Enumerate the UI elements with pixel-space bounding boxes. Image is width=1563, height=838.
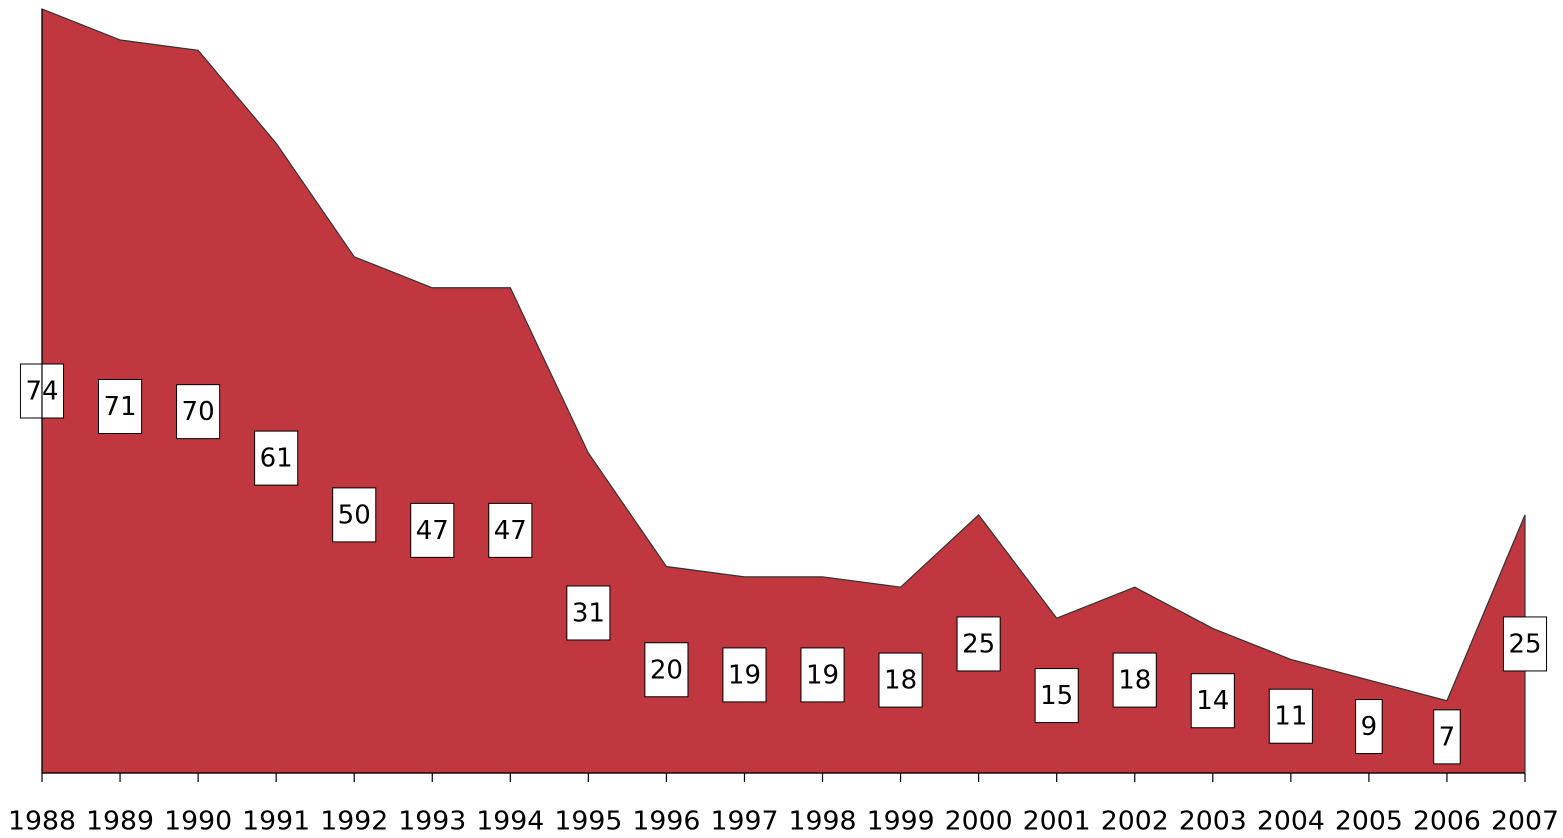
x-tick-label: 2006: [1413, 807, 1481, 837]
data-label: 70: [182, 397, 215, 427]
x-tick-label: 2004: [1257, 807, 1325, 837]
x-tick-label: 2007: [1491, 807, 1559, 837]
x-tick-label: 1993: [398, 807, 466, 837]
data-label-box: [800, 647, 845, 703]
data-label: 9: [1361, 712, 1378, 742]
x-tick-label: 1988: [8, 807, 76, 837]
data-label-box: [956, 616, 1001, 672]
data-label-box: [566, 585, 611, 641]
data-label-box: [878, 652, 923, 708]
x-tick-label: 1989: [86, 807, 154, 837]
data-label-box: [644, 642, 689, 698]
data-label: 25: [1508, 629, 1541, 659]
data-label-box: [98, 378, 143, 434]
data-label: 19: [728, 660, 761, 690]
x-tick-label: 1990: [164, 807, 232, 837]
x-tick-label: 1999: [867, 807, 935, 837]
data-label: 15: [1040, 681, 1073, 711]
data-label: 7: [1439, 722, 1456, 752]
x-tick-label: 2002: [1101, 807, 1169, 837]
data-label-box: [1190, 673, 1235, 729]
x-tick-label: 1991: [242, 807, 310, 837]
x-tick-label: 1994: [476, 807, 544, 837]
x-tick-label: 2005: [1335, 807, 1403, 837]
data-label-box: [410, 502, 455, 558]
data-label-box: [722, 647, 767, 703]
data-label-box: [176, 384, 221, 440]
data-label: 14: [1196, 686, 1229, 716]
data-label: 20: [650, 655, 683, 685]
x-tick-label: 2003: [1179, 807, 1247, 837]
data-label: 25: [962, 629, 995, 659]
data-label: 47: [416, 516, 449, 546]
x-tick-label: 1992: [320, 807, 388, 837]
data-label: 18: [1118, 666, 1151, 696]
x-tick-label: 1998: [789, 807, 857, 837]
x-tick-label: 1996: [632, 807, 700, 837]
data-label-box: [1112, 652, 1157, 708]
data-label: 31: [572, 598, 605, 628]
x-tick-label: 2001: [1023, 807, 1091, 837]
x-tick-label: 2000: [945, 807, 1013, 837]
area: [41, 8, 1526, 774]
data-label: 18: [884, 666, 917, 696]
data-label: 11: [1274, 702, 1307, 732]
data-label-box: [332, 487, 377, 543]
data-label-box: [1034, 668, 1079, 724]
data-label: 50: [338, 500, 371, 530]
data-label-box: [1355, 699, 1383, 755]
x-tick-label: 1997: [710, 807, 778, 837]
data-label-box: [1502, 616, 1548, 672]
data-label-box: [488, 502, 533, 558]
data-label: 19: [806, 660, 839, 690]
data-label: 47: [494, 516, 527, 546]
data-label-box: [1268, 688, 1313, 744]
data-label-box: [1433, 709, 1461, 765]
data-label: 71: [104, 392, 137, 422]
data-label-box: [254, 430, 299, 486]
x-tick-label: 1995: [554, 807, 622, 837]
data-label: 61: [260, 444, 293, 474]
